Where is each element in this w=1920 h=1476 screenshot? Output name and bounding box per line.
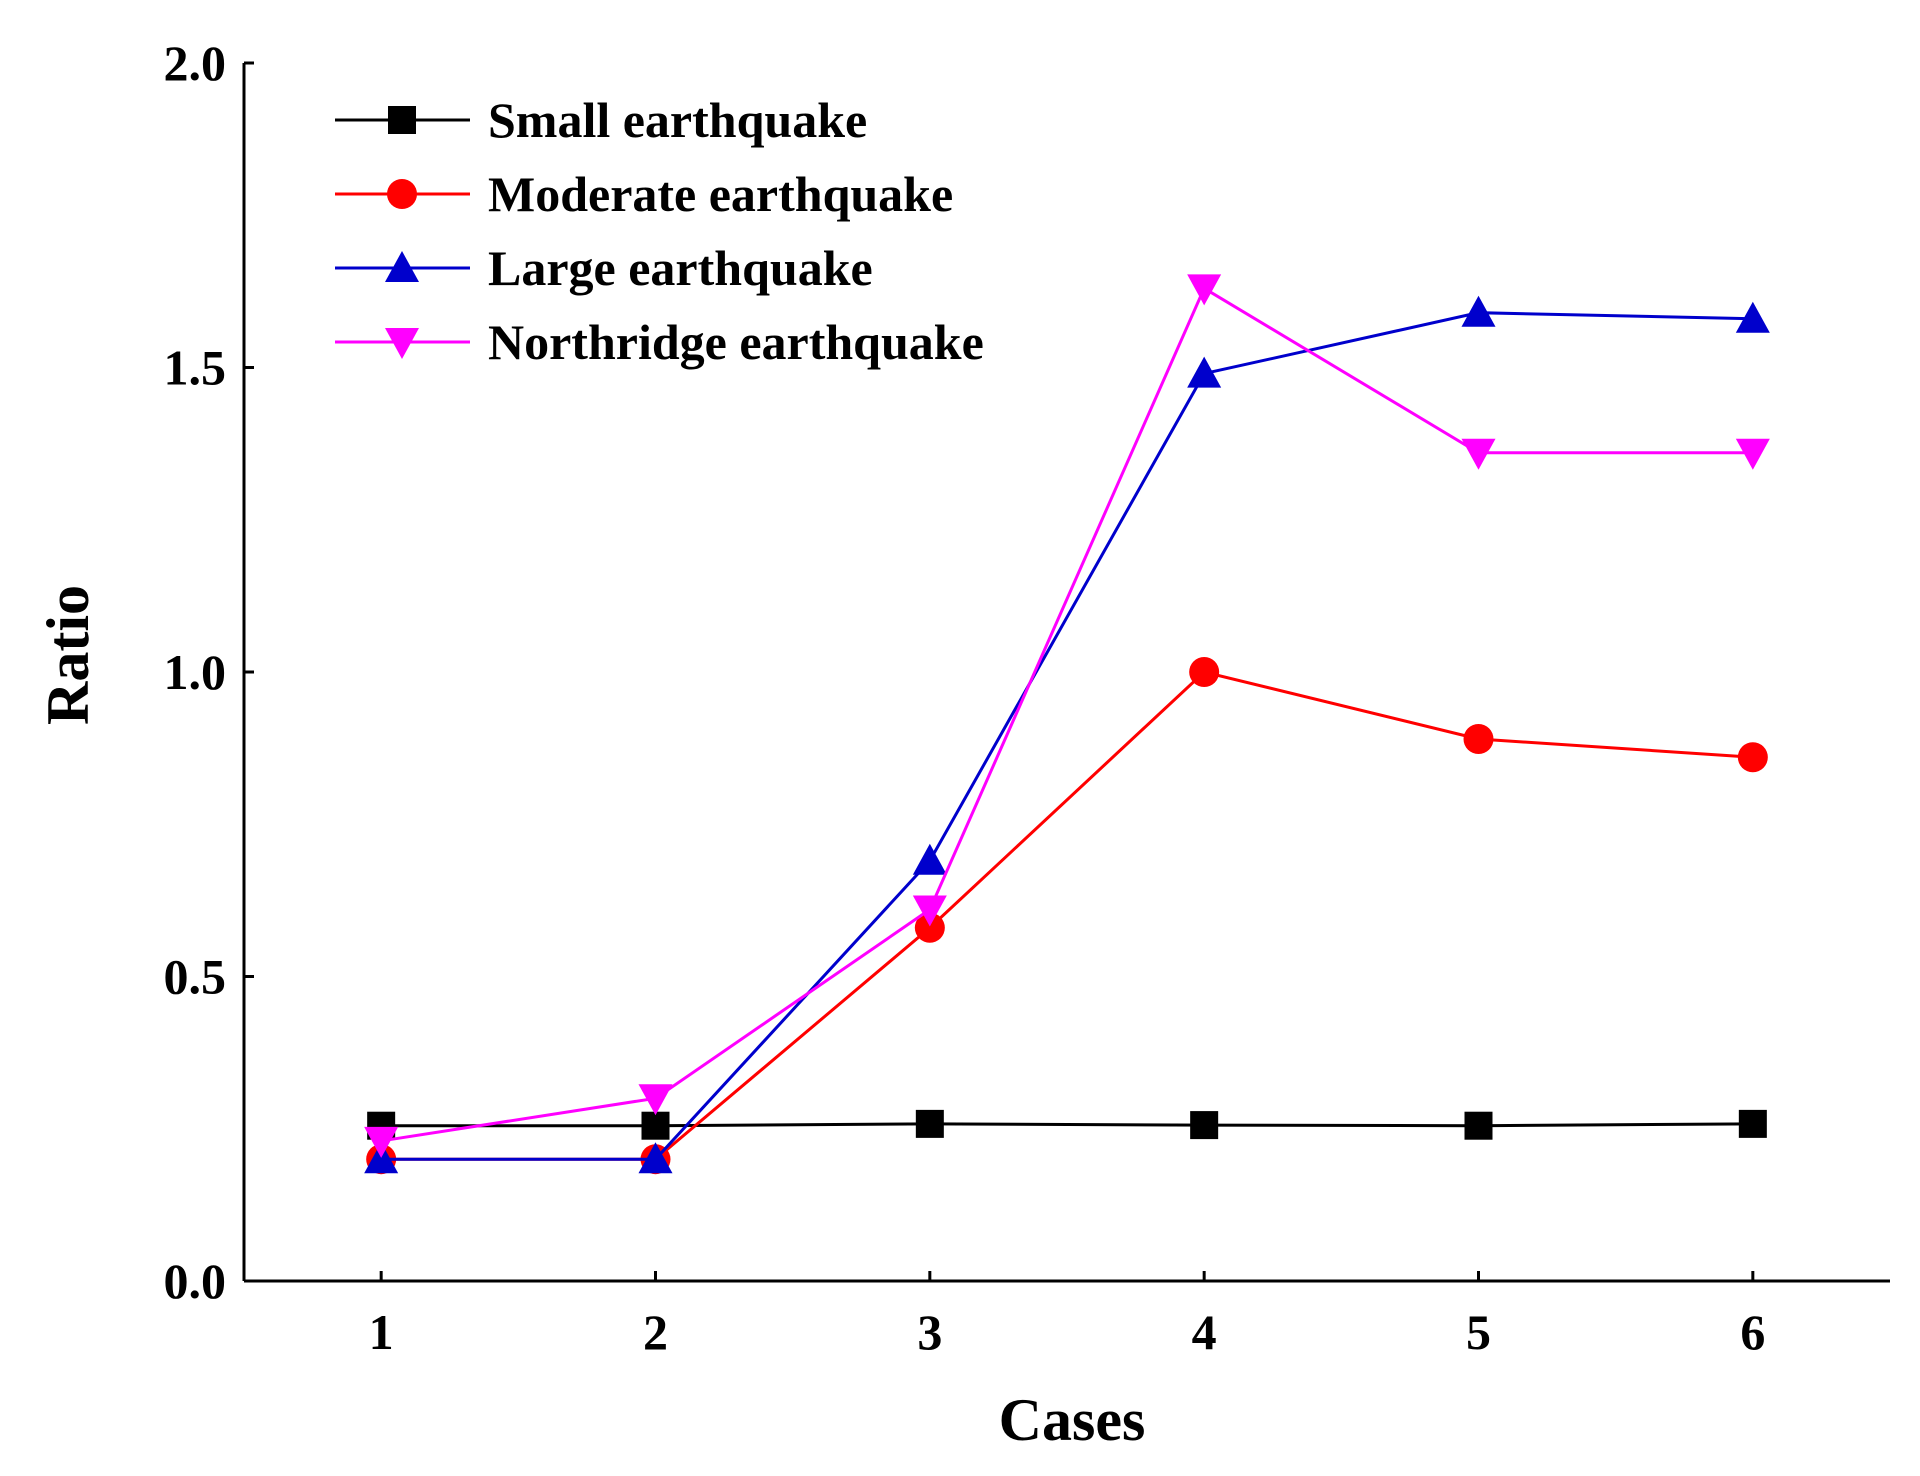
series-large-earthquake: [364, 295, 1770, 1174]
data-point-large-earthquake: [1735, 301, 1770, 333]
data-point-moderate-earthquake: [914, 912, 945, 943]
y-ticks: 0.0 0.5 1.0 1.5 2.0: [164, 35, 254, 1309]
series-line-northridge-earthquake: [380, 286, 1753, 1143]
legend-item-large-earthquake: Large earthquake: [335, 240, 873, 296]
x-tick-label: 6: [1740, 1304, 1765, 1360]
data-point-large-earthquake: [1461, 295, 1496, 327]
data-point-small-earthquake: [915, 1109, 944, 1138]
legend: Small earthquake Moderate earthquake Large…: [335, 92, 984, 370]
legend-marker: [388, 106, 416, 134]
data-point-moderate-earthquake: [1737, 742, 1768, 773]
data-point-small-earthquake: [641, 1111, 670, 1140]
legend-marker: [385, 328, 419, 359]
data-point-small-earthquake: [1738, 1109, 1767, 1138]
legend-item-northridge-earthquake: Northridge earthquake: [335, 314, 984, 370]
legend-label: Small earthquake: [488, 92, 867, 148]
series-line-large-earthquake: [381, 311, 1753, 1161]
series-line-small-earthquake: [381, 1122, 1753, 1128]
series-small-earthquake: [367, 1109, 1767, 1140]
y-tick-label: 1.5: [164, 340, 227, 396]
legend-marker: [387, 179, 417, 209]
data-point-northridge-earthquake: [638, 1084, 673, 1116]
y-tick-label: 0.5: [164, 949, 227, 1005]
data-point-large-earthquake: [638, 1142, 673, 1174]
data-point-moderate-earthquake: [1463, 723, 1494, 754]
legend-label: Large earthquake: [488, 240, 873, 296]
data-point-northridge-earthquake: [912, 895, 947, 927]
legend-label: Moderate earthquake: [488, 166, 953, 222]
data-point-small-earthquake: [1464, 1111, 1493, 1140]
x-ticks: 1 2 3 4 5 6: [369, 1271, 1765, 1360]
y-tick-label: 1.0: [164, 644, 227, 700]
x-tick-label: 1: [369, 1304, 394, 1360]
legend-item-moderate-earthquake: Moderate earthquake: [335, 166, 953, 222]
series-northridge-earthquake: [364, 274, 1770, 1158]
series-group: [364, 274, 1770, 1175]
y-tick-label: 0.0: [164, 1253, 227, 1309]
legend-label: Northridge earthquake: [488, 314, 984, 370]
x-axis-label: Cases: [999, 1387, 1146, 1453]
legend-marker: [385, 251, 419, 282]
data-point-large-earthquake: [912, 843, 947, 875]
data-point-northridge-earthquake: [1187, 274, 1222, 306]
x-tick-label: 2: [643, 1304, 668, 1360]
y-axis-label: Ratio: [35, 585, 101, 725]
data-point-large-earthquake: [1187, 356, 1222, 388]
series-line-moderate-earthquake: [381, 670, 1753, 1161]
x-tick-label: 4: [1192, 1304, 1217, 1360]
x-tick-label: 5: [1466, 1304, 1491, 1360]
x-tick-label: 3: [917, 1304, 942, 1360]
data-point-northridge-earthquake: [1461, 438, 1496, 470]
data-point-northridge-earthquake: [364, 1126, 399, 1158]
y-tick-label: 2.0: [164, 35, 227, 91]
data-point-moderate-earthquake: [1189, 657, 1220, 687]
series-moderate-earthquake: [366, 657, 1768, 1175]
legend-item-small-earthquake: Small earthquake: [335, 92, 867, 148]
data-point-northridge-earthquake: [1735, 438, 1770, 470]
data-point-small-earthquake: [1190, 1111, 1219, 1140]
